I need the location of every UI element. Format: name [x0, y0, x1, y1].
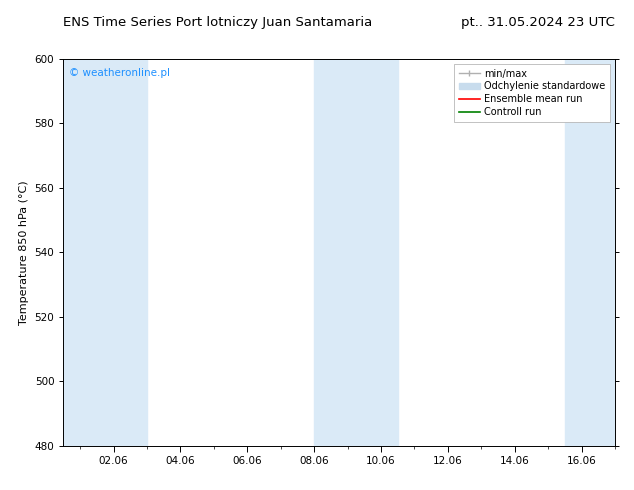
Bar — [565, 59, 615, 446]
Text: pt.. 31.05.2024 23 UTC: pt.. 31.05.2024 23 UTC — [461, 16, 615, 28]
Text: © weatheronline.pl: © weatheronline.pl — [69, 69, 170, 78]
Y-axis label: Temperature 850 hPa (°C): Temperature 850 hPa (°C) — [19, 180, 29, 325]
Bar — [63, 59, 147, 446]
Bar — [314, 59, 398, 446]
Text: ENS Time Series Port lotniczy Juan Santamaria: ENS Time Series Port lotniczy Juan Santa… — [63, 16, 373, 28]
Legend: min/max, Odchylenie standardowe, Ensemble mean run, Controll run: min/max, Odchylenie standardowe, Ensembl… — [454, 64, 610, 122]
